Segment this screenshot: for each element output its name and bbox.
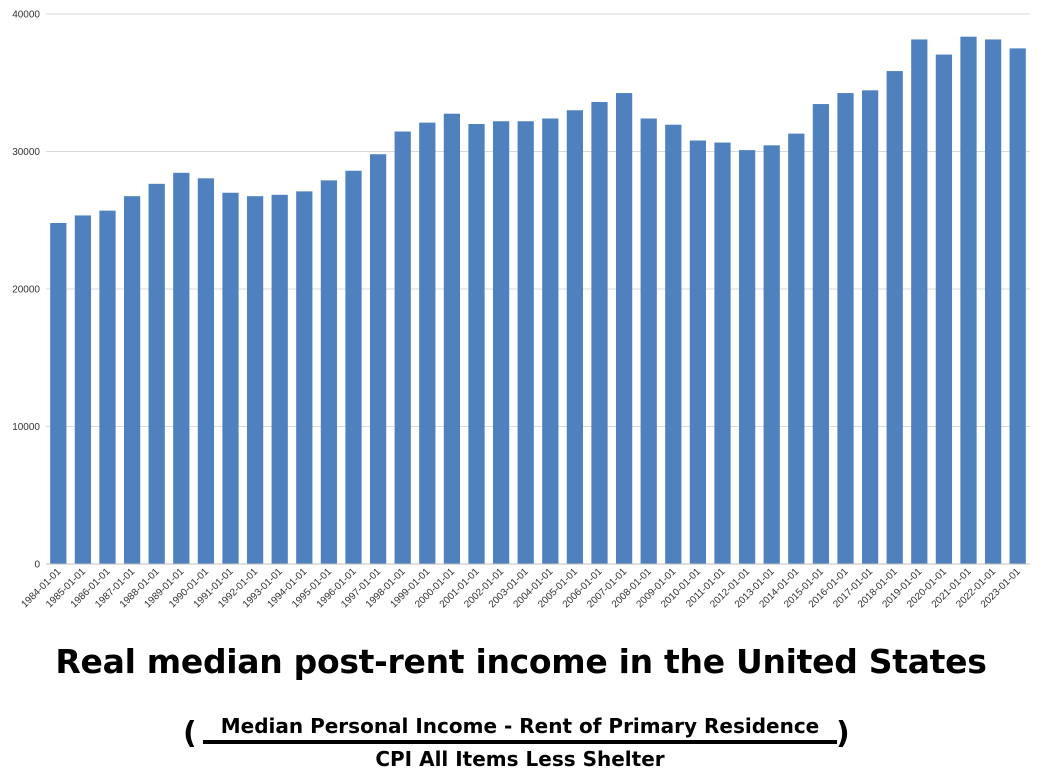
bar xyxy=(886,71,903,564)
y-tick-label: 20000 xyxy=(12,285,40,296)
bar xyxy=(615,93,633,564)
bar xyxy=(517,121,534,564)
bar xyxy=(689,140,707,564)
bar xyxy=(345,170,362,564)
formula-numerator: Median Personal Income - Rent of Primary… xyxy=(220,714,820,738)
bar xyxy=(197,178,215,564)
bar xyxy=(296,191,313,564)
bar-chart: 0 10000 20000 30000 40000 1984-01-011985-01-… xyxy=(12,10,1030,610)
bar xyxy=(837,93,854,564)
bar xyxy=(419,122,436,564)
y-tick-label: 0 xyxy=(34,560,40,571)
bar xyxy=(935,54,953,564)
y-tick-label: 40000 xyxy=(12,10,40,21)
bar xyxy=(665,124,682,564)
bar xyxy=(222,192,239,564)
bar xyxy=(246,196,264,564)
bar xyxy=(566,110,584,564)
bar xyxy=(763,145,780,564)
bar xyxy=(861,90,879,564)
bar xyxy=(394,131,411,564)
fraction-line xyxy=(203,740,837,744)
bar xyxy=(123,196,141,564)
bar xyxy=(1009,48,1026,564)
chart-title: Real median post-rent income in the Unit… xyxy=(55,642,987,681)
bar xyxy=(320,180,338,564)
bar xyxy=(271,194,288,564)
bar xyxy=(173,172,190,564)
bar xyxy=(74,215,92,564)
bar xyxy=(99,210,116,564)
bar xyxy=(960,36,977,564)
y-axis-ticks: 0 10000 20000 30000 40000 xyxy=(12,10,40,571)
formula-close-paren: ) xyxy=(836,716,850,751)
formula: ( Median Personal Income - Rent of Prima… xyxy=(0,712,1042,776)
bar xyxy=(591,102,608,564)
bar xyxy=(542,118,559,564)
bar xyxy=(443,113,461,564)
x-axis-ticks: 1984-01-011985-01-011986-01-011987-01-01… xyxy=(19,566,1023,610)
bar xyxy=(369,154,387,564)
gridlines xyxy=(46,13,1030,427)
formula-open-paren: ( xyxy=(183,716,197,751)
bar xyxy=(812,104,830,564)
bar xyxy=(738,150,756,564)
bars xyxy=(50,36,1026,564)
formula-denominator: CPI All Items Less Shelter xyxy=(375,747,665,771)
bar xyxy=(788,133,805,564)
bar xyxy=(148,183,165,564)
bar xyxy=(468,124,485,564)
bar xyxy=(984,39,1002,564)
bar xyxy=(50,223,67,564)
bar xyxy=(714,142,731,564)
bar xyxy=(640,118,657,564)
bar xyxy=(911,39,928,564)
y-tick-label: 30000 xyxy=(12,147,40,158)
y-tick-label: 10000 xyxy=(12,422,40,433)
bar xyxy=(492,121,510,564)
